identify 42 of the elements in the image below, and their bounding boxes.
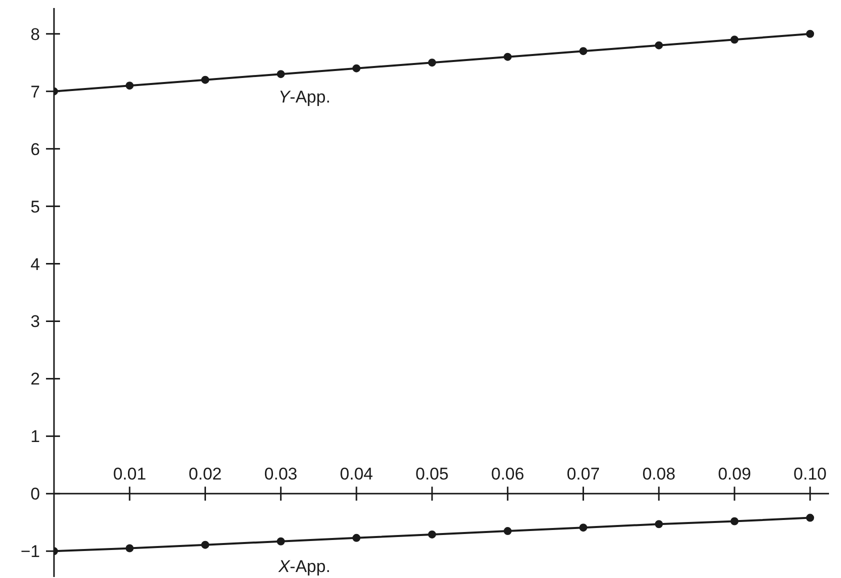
y-tick-label: −1 [20, 542, 40, 562]
y-tick-label: 0 [30, 484, 40, 504]
point [579, 524, 588, 532]
point [730, 517, 738, 526]
y-tick-label: 6 [30, 140, 40, 159]
x-tick-label: 0.10 [794, 464, 827, 484]
point [579, 47, 588, 56]
y-tick-label: 3 [30, 312, 40, 332]
x-tick-label: 0.08 [642, 464, 676, 484]
x-tick-label: 0.04 [340, 464, 373, 484]
x-tick-label: 0.09 [718, 464, 752, 484]
y-tick-label: 4 [30, 254, 40, 274]
point [126, 544, 134, 552]
point [806, 30, 814, 38]
point [352, 64, 360, 72]
x-tick-label: 0.03 [264, 464, 298, 484]
x-tick-label: 0.05 [416, 464, 449, 484]
point [428, 58, 436, 67]
point [276, 70, 285, 78]
point [201, 76, 210, 84]
point [730, 36, 738, 44]
y-tick-label: 5 [30, 197, 40, 216]
point [352, 534, 360, 542]
x-tick-label: 0.02 [188, 464, 222, 484]
annotation: Y-App. [278, 87, 330, 106]
x-tick-label: 0.01 [113, 464, 146, 484]
y-tick-label: 8 [30, 24, 40, 44]
y-tick-label: 7 [30, 82, 40, 102]
y-tick-label: 1 [30, 427, 40, 446]
point [654, 41, 663, 50]
x-tick-label: 0.07 [566, 464, 600, 484]
point [201, 540, 210, 549]
point [428, 530, 436, 538]
y-tick-label: 2 [30, 370, 40, 389]
annotation: X-App. [277, 556, 330, 576]
point [504, 52, 512, 61]
x-tick-label: 0.06 [491, 464, 524, 484]
point [504, 527, 512, 536]
point [654, 520, 663, 528]
point [806, 514, 814, 522]
point [126, 82, 134, 90]
point [276, 537, 285, 546]
